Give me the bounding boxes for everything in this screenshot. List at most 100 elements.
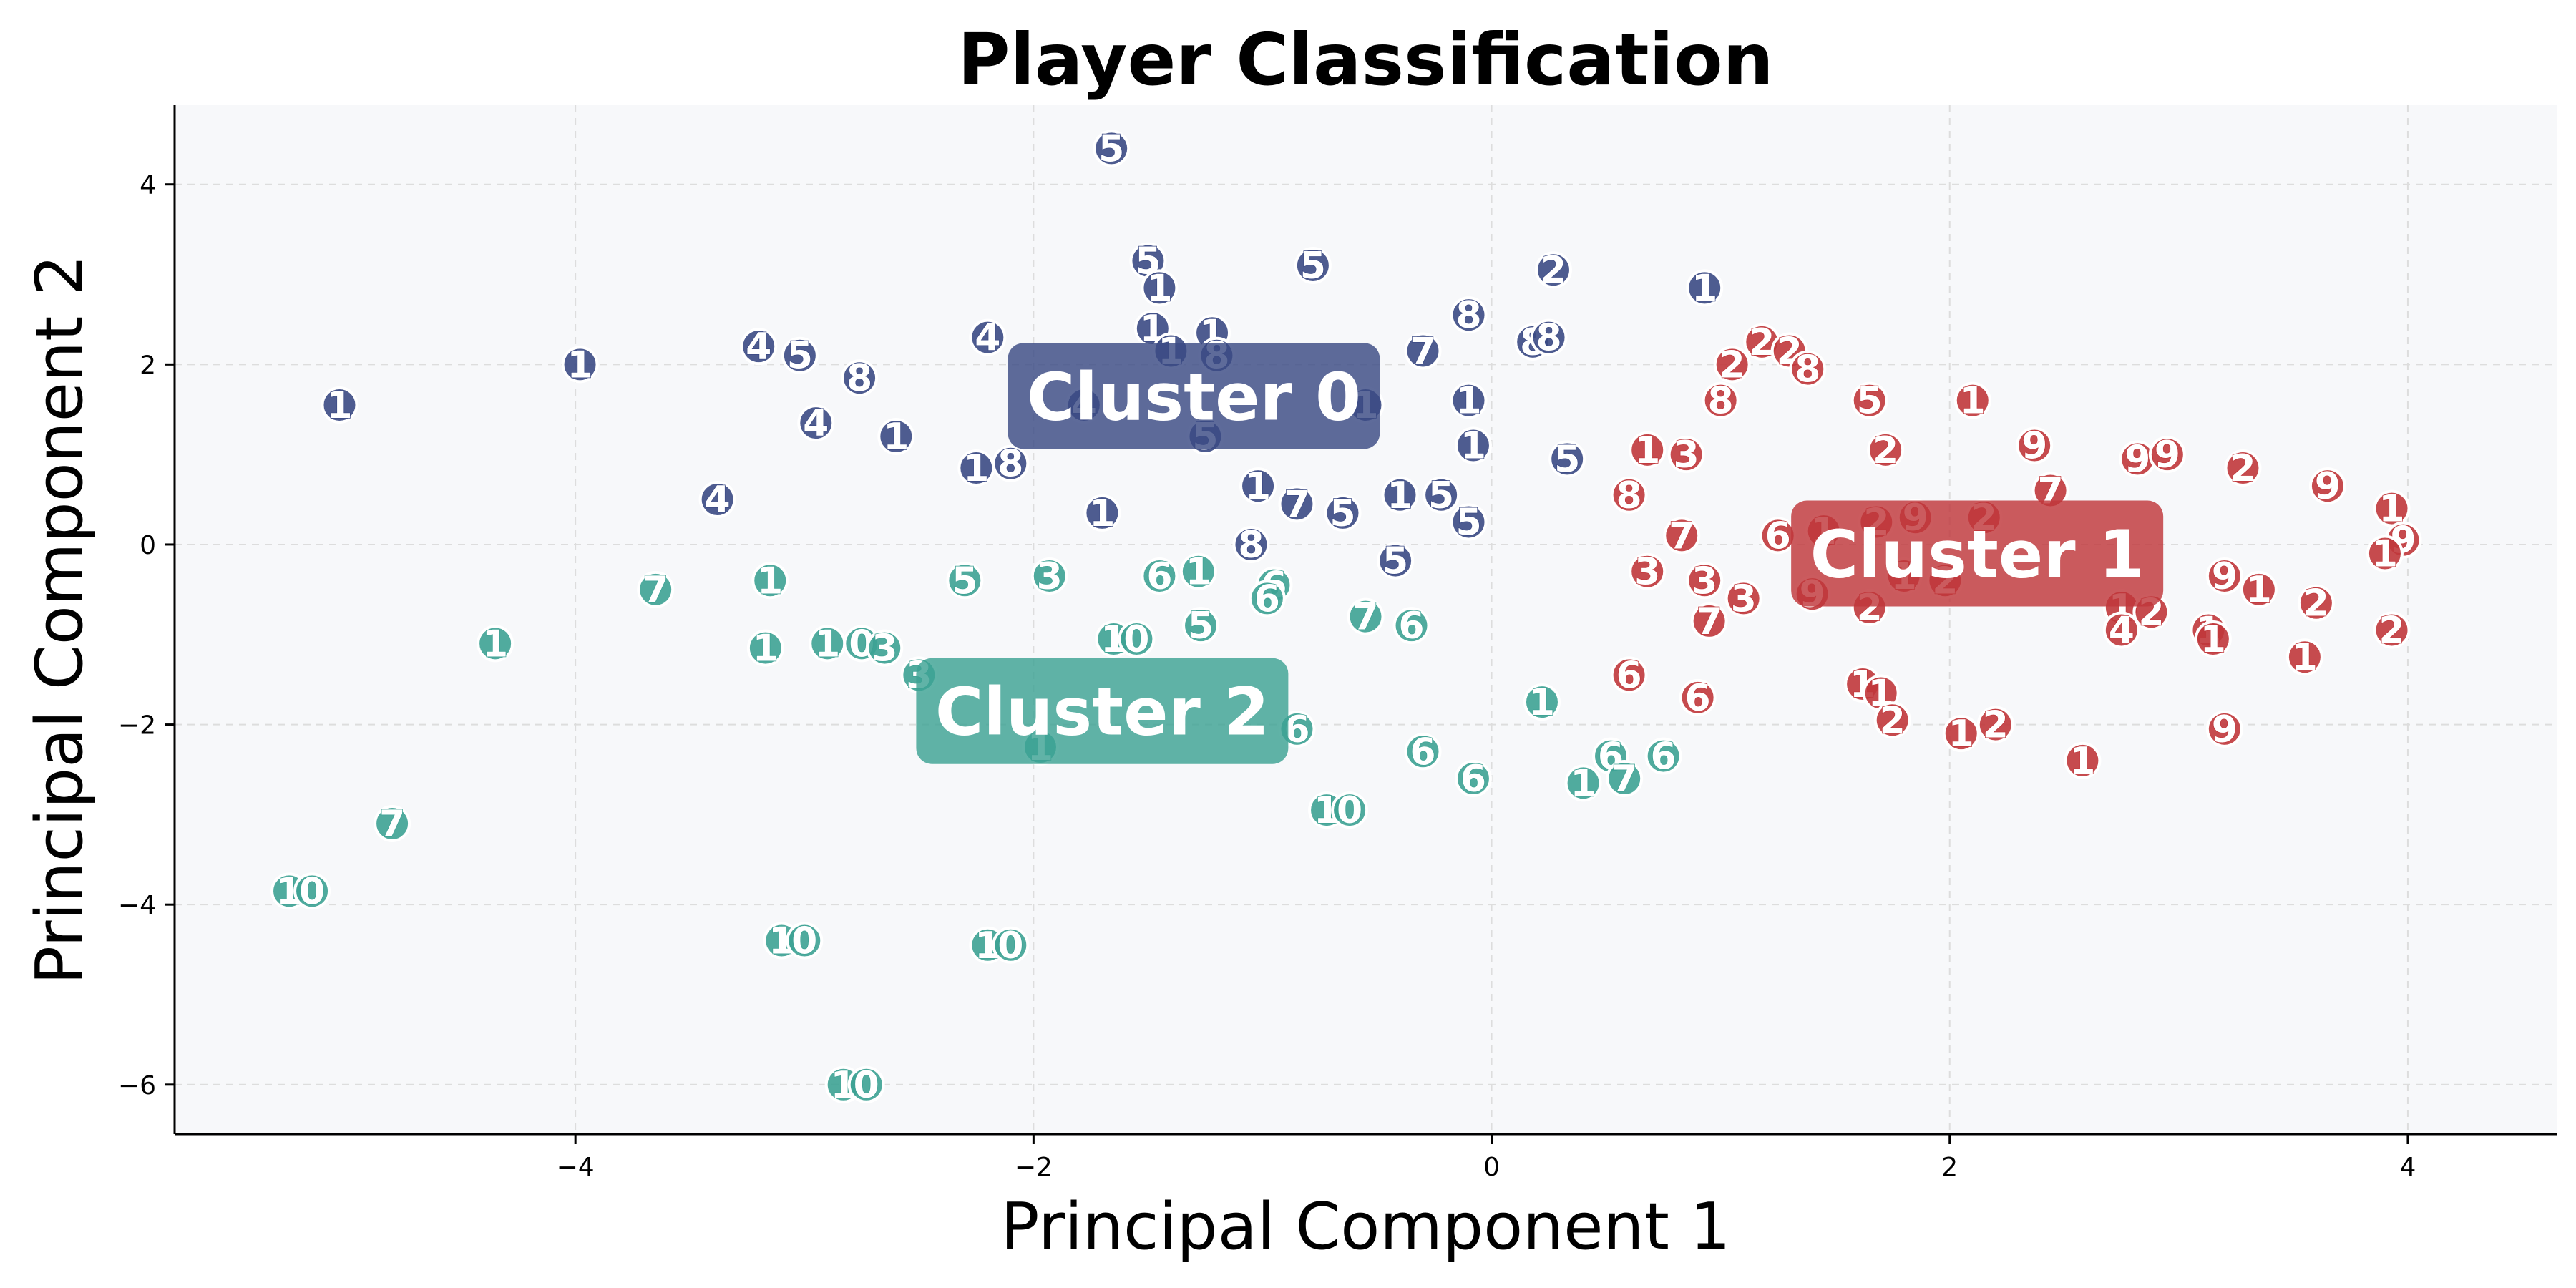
data-point: 1 <box>1942 712 1980 756</box>
cluster-annotation-label: Cluster 0 <box>1027 358 1361 435</box>
data-point: 1 <box>1083 492 1121 536</box>
point-marker <box>1454 760 1492 798</box>
data-point: 7 <box>1404 330 1442 374</box>
data-point: 5 <box>1324 492 1362 536</box>
point-marker <box>2016 426 2054 464</box>
data-point: 4 <box>740 325 778 369</box>
data-point: 7 <box>374 802 411 847</box>
point-marker <box>746 629 784 667</box>
point-label: 8 <box>1616 474 1642 517</box>
data-point: 9 <box>2308 464 2346 509</box>
data-point: 1 <box>1629 429 1667 473</box>
point-marker <box>1976 706 2014 743</box>
data-point: 2 <box>1534 248 1572 293</box>
point-label: 3 <box>872 628 897 670</box>
data-point: 1 <box>1141 267 1179 311</box>
point-marker <box>1278 485 1316 523</box>
point-marker <box>866 629 904 667</box>
point-marker <box>1610 656 1648 694</box>
point-label: 8 <box>847 357 872 400</box>
point-label: 9 <box>2212 708 2238 751</box>
data-point: 1 <box>2194 618 2232 662</box>
data-point: 8 <box>1530 316 1568 360</box>
cluster-annotation-box <box>1008 343 1380 449</box>
point-label: 5 <box>1857 380 1883 423</box>
point-label: 3 <box>1634 551 1660 594</box>
data-point: 1 <box>751 560 789 603</box>
point-marker <box>1686 269 1724 307</box>
point-marker <box>786 922 824 960</box>
point-marker <box>2224 449 2262 487</box>
point-marker <box>1686 562 1724 600</box>
data-point: 1 <box>809 623 847 666</box>
point-label: 3 <box>1674 434 1699 477</box>
point-marker <box>2373 611 2411 649</box>
point-label: 4 <box>975 317 1000 360</box>
point-marker <box>1679 678 1717 716</box>
point-marker <box>847 1065 885 1103</box>
y-tick-label: −6 <box>118 1071 156 1101</box>
x-tick-label: 2 <box>1941 1153 1958 1182</box>
data-point: 3 <box>1667 433 1705 477</box>
point-marker <box>2194 620 2232 658</box>
x-tick-label: −2 <box>1015 1153 1053 1182</box>
point-marker <box>992 444 1030 482</box>
point-label: 1 <box>1089 492 1115 535</box>
point-marker <box>1392 607 1430 645</box>
data-point: 1 <box>2285 635 2323 680</box>
data-point: 9 <box>2119 438 2157 482</box>
data-point: 9 <box>2205 708 2243 752</box>
point-label: 1 <box>1245 465 1271 508</box>
point-label: 1 <box>1186 551 1211 594</box>
data-point: 7 <box>1690 600 1728 644</box>
point-label: 1 <box>814 623 840 665</box>
point-marker <box>1530 318 1568 356</box>
data-point: 3 <box>1724 577 1762 621</box>
data-point: 4 <box>2102 609 2140 653</box>
data-point: 1 <box>1564 762 1602 806</box>
y-tick-label: −2 <box>118 711 156 741</box>
point-label: 2 <box>1873 429 1898 472</box>
point-marker <box>1083 494 1121 532</box>
data-point: 6 <box>1610 654 1648 698</box>
point-label: 2 <box>1749 321 1775 364</box>
data-point: 5 <box>1850 379 1888 423</box>
point-label: 6 <box>1460 758 1486 801</box>
point-label: 2 <box>2303 582 2329 625</box>
point-label: 0 <box>1123 618 1149 661</box>
point-label: 7 <box>1669 514 1694 557</box>
data-point: 2 <box>1873 699 1911 743</box>
data-point: 7 <box>1606 757 1644 801</box>
point-marker <box>1324 494 1362 532</box>
axes <box>173 105 2557 1136</box>
point-label: 5 <box>952 560 977 602</box>
point-label: 1 <box>2372 533 2398 576</box>
point-label: 8 <box>997 443 1023 486</box>
data-point: 1 <box>561 343 599 387</box>
point-marker <box>1644 737 1682 775</box>
x-tick-label: 4 <box>2399 1153 2416 1182</box>
data-point: 6 <box>1141 555 1179 599</box>
data-point: 6 <box>1248 577 1286 621</box>
point-marker <box>1404 733 1442 771</box>
data-point: 2 <box>1976 703 2014 747</box>
point-marker <box>477 625 514 663</box>
data-point: 0 <box>847 1063 885 1108</box>
point-label: 1 <box>326 384 352 427</box>
data-point: 2 <box>2224 447 2262 491</box>
point-marker <box>1610 476 1648 514</box>
point-label: 1 <box>1570 762 1596 805</box>
point-label: 5 <box>1382 540 1408 583</box>
point-label: 2 <box>2379 609 2404 652</box>
data-point: 5 <box>1450 501 1488 545</box>
data-point: 6 <box>1759 514 1797 558</box>
point-marker <box>1606 760 1644 798</box>
point-label: 8 <box>1708 380 1734 423</box>
cluster-annotation-label: Cluster 1 <box>1810 517 2145 593</box>
point-label: 1 <box>1460 425 1486 468</box>
point-marker <box>1873 701 1911 739</box>
cluster-annotation: Cluster 0 <box>1008 343 1380 449</box>
point-marker <box>877 417 915 455</box>
data-point: 1 <box>1686 267 1724 311</box>
data-point: 1 <box>2366 532 2404 576</box>
